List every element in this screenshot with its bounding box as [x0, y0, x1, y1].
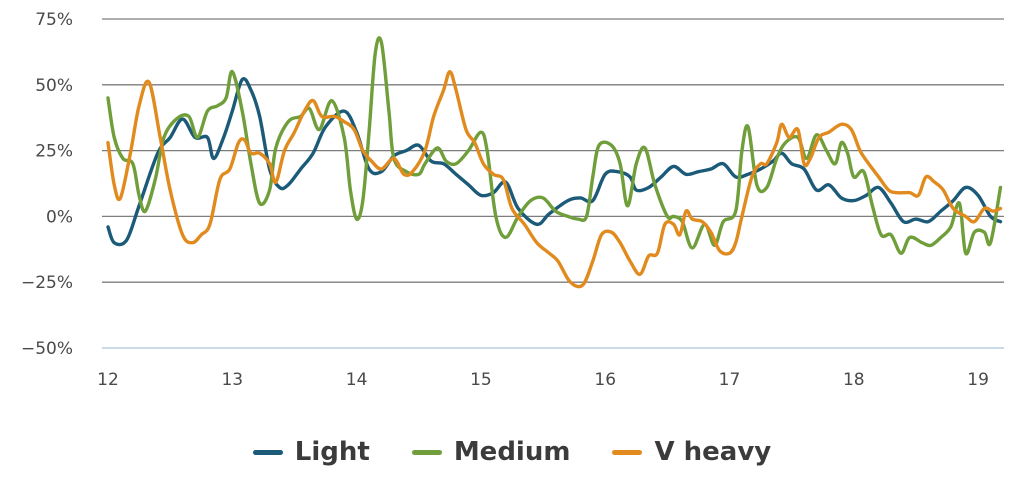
legend-item-v-heavy: V heavy — [612, 437, 771, 467]
legend-swatch-light — [252, 449, 283, 455]
series-line-medium — [106, 36, 1003, 256]
legend-swatch-medium — [411, 449, 442, 455]
y-tick-label: 50% — [35, 76, 73, 96]
legend-item-medium: Medium — [411, 437, 571, 467]
legend: Light Medium V heavy — [0, 430, 1024, 474]
series-lines — [106, 36, 1003, 289]
x-tick-label: 19 — [967, 370, 989, 390]
series-line-light — [106, 77, 1003, 247]
y-axis-tick-labels: −50% −25% 0% 25% 50% 75% — [21, 10, 73, 359]
x-tick-label: 16 — [594, 370, 616, 390]
x-tick-label: 13 — [221, 370, 243, 390]
x-tick-label: 18 — [843, 370, 865, 390]
y-tick-label: −25% — [21, 273, 73, 293]
gridlines — [102, 18, 1004, 349]
legend-swatch-v-heavy — [612, 449, 643, 455]
legend-item-light: Light — [252, 437, 370, 467]
series-line-v-heavy — [106, 69, 1003, 289]
x-tick-label: 12 — [97, 370, 119, 390]
legend-label-medium: Medium — [453, 437, 571, 467]
x-tick-label: 15 — [470, 370, 492, 390]
legend-label-light: Light — [294, 437, 370, 467]
y-tick-label: 0% — [46, 207, 73, 227]
y-tick-label: −50% — [21, 339, 73, 359]
legend-label-v-heavy: V heavy — [654, 437, 772, 467]
y-tick-label: 25% — [35, 142, 73, 162]
x-tick-label: 14 — [346, 370, 368, 390]
x-tick-label: 17 — [719, 370, 741, 390]
x-axis-tick-labels: 12 13 14 15 16 17 18 19 — [97, 370, 989, 390]
y-tick-label: 75% — [35, 10, 73, 30]
line-chart: −50% −25% 0% 25% 50% 75% 12 13 14 15 16 17 18 19 — [21, 10, 1004, 390]
